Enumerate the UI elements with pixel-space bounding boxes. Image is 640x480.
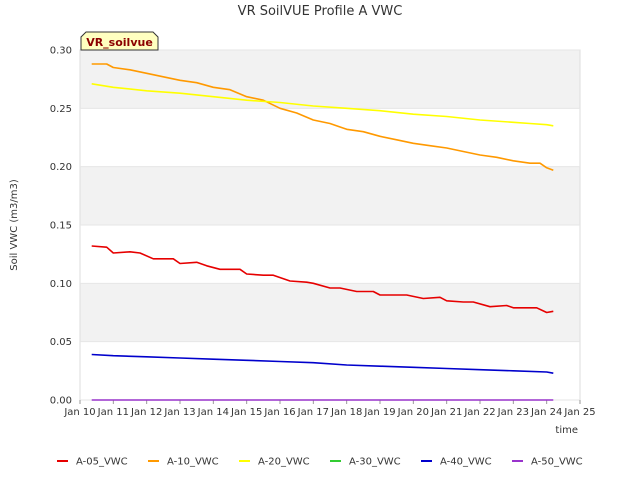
legend-label: A-05_VWC [76, 457, 128, 468]
series-line-a-05-vwc [91, 245, 554, 314]
x-tick-label: Jan 14 [197, 407, 229, 418]
series-lines [91, 63, 554, 401]
series-line-a-40-vwc [91, 353, 554, 374]
x-axis-ticks: Jan 10 Jan 11 Jan 12 Jan 13 Jan 14 Jan 15 Jan … [63, 400, 596, 418]
series-line-a-10-vwc [91, 63, 554, 171]
y-tick-label: 0.00 [50, 396, 72, 407]
legend-label: A-30_VWC [349, 457, 401, 468]
legend-label: A-20_VWC [258, 457, 310, 468]
y-tick-label: 0.15 [50, 221, 72, 232]
legend-label: A-40_VWC [440, 457, 492, 468]
x-tick-label: Jan 23 [497, 407, 529, 418]
plot-bands [80, 50, 580, 342]
x-tick-label: Jan 17 [297, 407, 329, 418]
x-tick-label: Jan 18 [330, 407, 362, 418]
x-tick-label: Jan 11 [97, 407, 129, 418]
station-badge-label: VR_soilvue [86, 36, 153, 49]
x-tick-label: Jan 25 [563, 407, 595, 418]
legend-item-a-05-vwc[interactable]: A-05_VWC [57, 457, 128, 468]
x-tick-label: Jan 10 [63, 407, 95, 418]
legend-item-a-10-vwc[interactable]: A-10_VWC [148, 457, 219, 468]
y-tick-label: 0.05 [50, 337, 72, 348]
x-tick-label: Jan 13 [163, 407, 195, 418]
grid-band [80, 283, 580, 342]
x-tick-label: Jan 22 [463, 407, 495, 418]
legend-item-a-20-vwc[interactable]: A-20_VWC [239, 457, 310, 468]
legend-item-a-40-vwc[interactable]: A-40_VWC [421, 457, 492, 468]
y-tick-label: 0.25 [50, 104, 72, 115]
y-axis-ticks: 0.00 0.05 0.10 0.15 0.20 0.25 0.30 [50, 46, 72, 407]
legend[interactable]: A-05_VWC A-10_VWC A-20_VWC A-30_VWC A-40_VWC… [57, 457, 583, 468]
chart-title: VR SoilVUE Profile A VWC [238, 4, 403, 19]
legend-item-a-50-vwc[interactable]: A-50_VWC [512, 457, 583, 468]
y-tick-label: 0.20 [50, 162, 72, 173]
x-tick-label: Jan 19 [363, 407, 395, 418]
grid-band [80, 50, 580, 109]
series-line-a-20-vwc [91, 83, 554, 127]
legend-label: A-50_VWC [531, 457, 583, 468]
x-tick-label: Jan 16 [263, 407, 295, 418]
x-tick-label: Jan 20 [397, 407, 429, 418]
x-tick-label: Jan 24 [530, 407, 562, 418]
x-tick-label: Jan 12 [130, 407, 162, 418]
y-axis-label: Soil VWC (m3/m3) [9, 179, 20, 271]
x-tick-label: Jan 21 [430, 407, 462, 418]
legend-label: A-10_VWC [167, 457, 219, 468]
station-badge: VR_soilvue [80, 31, 159, 51]
station-badge-box [80, 31, 159, 51]
x-tick-label: Jan 15 [230, 407, 262, 418]
y-tick-label: 0.30 [50, 46, 72, 57]
grid-band [80, 166, 580, 225]
x-axis-label: time [555, 425, 578, 436]
legend-item-a-30-vwc[interactable]: A-30_VWC [330, 457, 401, 468]
y-tick-label: 0.10 [50, 279, 72, 290]
